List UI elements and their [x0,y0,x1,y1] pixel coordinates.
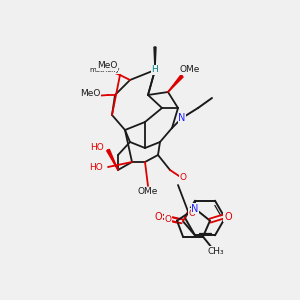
Text: O: O [179,172,187,182]
Text: HO: HO [90,143,104,152]
Text: O: O [164,215,172,224]
Text: H: H [152,65,158,74]
Text: N: N [178,113,186,123]
Text: O: O [154,212,162,222]
Text: OMe: OMe [138,188,158,196]
Text: N: N [191,204,199,214]
Text: O: O [224,212,232,222]
Polygon shape [107,149,118,170]
Polygon shape [168,75,183,92]
Text: CH₃: CH₃ [208,247,224,256]
Text: HO: HO [89,164,103,172]
Text: methoxy: methoxy [90,67,120,73]
Polygon shape [154,47,156,70]
Text: MeO: MeO [97,61,117,70]
Text: OMe: OMe [180,65,200,74]
Text: MeO: MeO [80,88,100,98]
Text: O: O [188,209,196,218]
